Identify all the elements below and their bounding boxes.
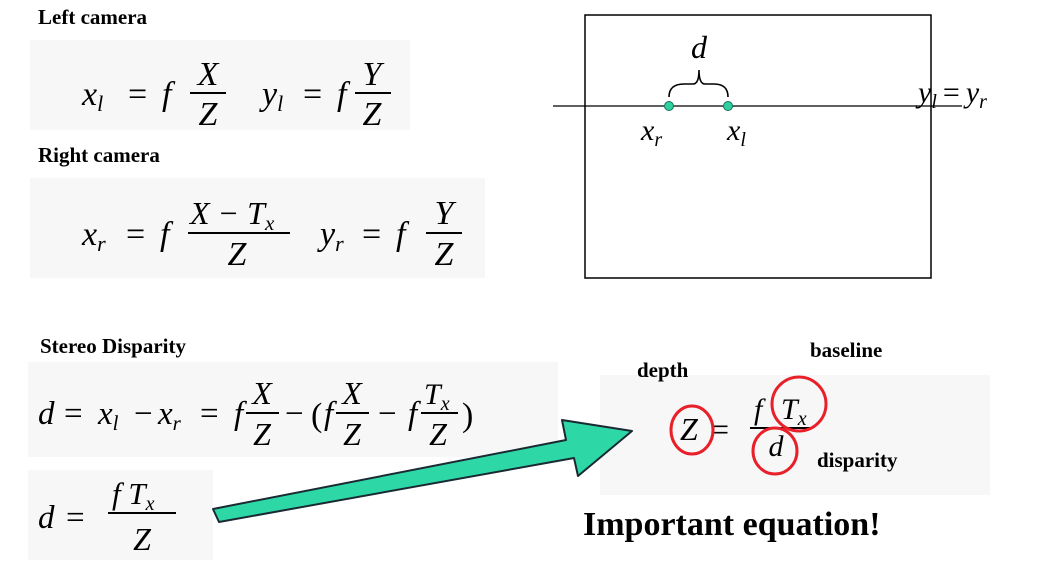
svg-text:Tx: Tx — [781, 393, 807, 430]
svg-text:Z: Z — [680, 411, 699, 447]
svg-text:X: X — [340, 375, 363, 411]
svg-text:=: = — [200, 396, 219, 432]
stereo-disparity-label: Stereo Disparity — [40, 334, 187, 358]
svg-text:d: d — [769, 430, 785, 463]
svg-text:=: = — [128, 76, 147, 113]
svg-text:−: − — [134, 396, 153, 432]
svg-text:X − Tx: X − Tx — [188, 195, 275, 235]
svg-text:Z: Z — [253, 416, 272, 452]
disparity-annotation: disparity — [817, 448, 898, 472]
svg-text:=: = — [303, 76, 322, 113]
disparity-d-label: d — [691, 29, 708, 65]
svg-text:Z: Z — [343, 416, 362, 452]
svg-text:X: X — [196, 56, 220, 93]
svg-text:Z: Z — [228, 236, 248, 273]
svg-text:xr: xr — [157, 396, 182, 435]
svg-text:X: X — [250, 375, 273, 411]
point-xl-dot — [723, 101, 733, 111]
point-xl-label: xl — [726, 114, 746, 151]
svg-text:Z: Z — [199, 96, 219, 133]
eq-disparity-definition: d = xl − xr = f X Z − ( f X Z − f Tx Z ) — [38, 375, 473, 452]
svg-text:yr: yr — [317, 216, 344, 256]
svg-text:d: d — [38, 396, 55, 432]
disparity-eq-bg — [28, 362, 558, 457]
left-camera-eq-bg — [30, 40, 410, 130]
svg-text:yl: yl — [259, 76, 283, 116]
svg-text:=: = — [66, 500, 85, 536]
svg-text:Z: Z — [435, 236, 455, 273]
svg-text:xr: xr — [81, 216, 106, 256]
svg-text:−: − — [378, 396, 397, 432]
svg-text:d: d — [38, 500, 55, 536]
important-arrow — [212, 419, 633, 523]
svg-text:xl: xl — [97, 396, 119, 435]
svg-text:Y: Y — [363, 56, 385, 93]
baseline-annotation: baseline — [810, 338, 882, 362]
circle-depth-Z — [669, 404, 715, 456]
point-xr-dot — [664, 101, 674, 111]
svg-text:Z: Z — [363, 96, 383, 133]
disparity-brace — [668, 69, 729, 98]
important-equation-caption: Important equation! — [583, 506, 881, 543]
right-camera-label: Right camera — [38, 143, 160, 167]
svg-text:(: ( — [311, 397, 322, 434]
point-xr-label: xr — [640, 114, 662, 151]
svg-text:=: = — [711, 411, 729, 447]
image-plane-diagram: d xr xl yl = yr — [553, 14, 987, 279]
circle-baseline-Tx — [770, 375, 828, 433]
depth-eq-bg — [600, 375, 990, 495]
depth-annotation: depth — [637, 358, 689, 382]
left-camera-label: Left camera — [38, 5, 148, 29]
svg-text:xl: xl — [81, 76, 103, 116]
image-plane-frame — [584, 14, 932, 279]
svg-text:Z: Z — [429, 416, 448, 452]
svg-text:Z: Z — [133, 521, 152, 557]
svg-text:=: = — [362, 216, 381, 253]
svg-text:−: − — [285, 396, 304, 432]
eq-depth: Z = f Tx d — [680, 393, 810, 463]
svg-text:f Tx: f Tx — [112, 476, 155, 515]
svg-text:): ) — [462, 397, 473, 434]
eq-disparity-result: d = f Tx Z — [38, 476, 176, 557]
svg-text:=: = — [126, 216, 145, 253]
right-camera-eq-bg — [30, 178, 485, 278]
epipolar-constraint-label: yl = yr — [915, 76, 987, 113]
circle-disparity-d — [751, 426, 799, 476]
svg-text:Y: Y — [435, 195, 457, 232]
svg-text:=: = — [64, 396, 83, 432]
disparity-result-bg — [28, 470, 213, 560]
svg-text:Tx: Tx — [424, 378, 450, 415]
